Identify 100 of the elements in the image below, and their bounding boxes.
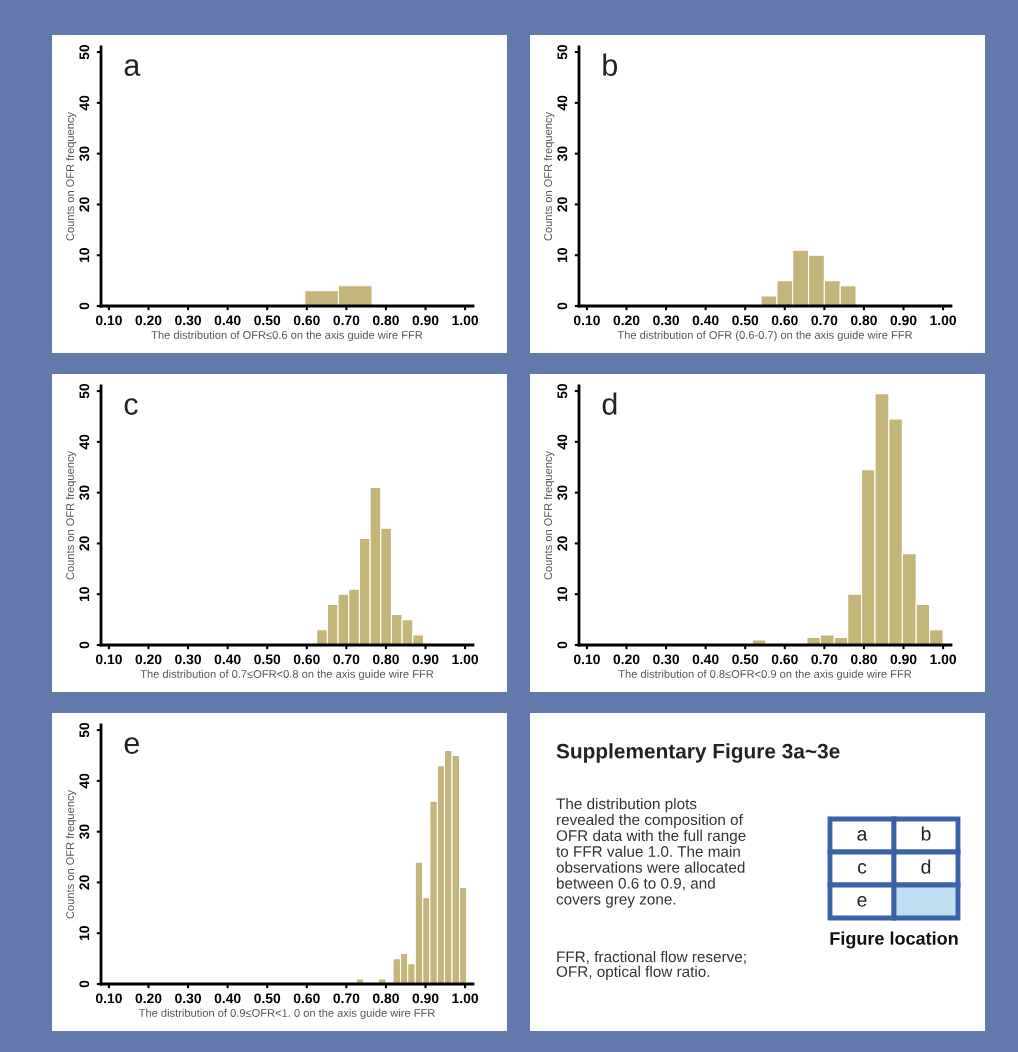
x-tick-label: 1.00 <box>930 315 957 326</box>
x-axis-title: The distribution of 0.8≤OFR<0.9 on the axis guide wire FFR <box>618 669 912 681</box>
x-tick-label: 0.10 <box>95 654 122 665</box>
y-axis-title: Counts on OFR frequency <box>65 789 77 919</box>
x-tick-label: 0.60 <box>293 315 320 326</box>
y-tick-label: 10 <box>79 248 90 263</box>
x-tick-label: 0.10 <box>95 993 122 1004</box>
x-tick-label: 1.00 <box>452 654 479 665</box>
x-tick-label: 0.60 <box>771 654 798 665</box>
y-tick-label: 50 <box>79 722 90 738</box>
x-tick-label: 0.90 <box>890 315 917 326</box>
y-tick-label: 10 <box>557 587 568 602</box>
x-tick-label: 1.00 <box>452 993 479 1004</box>
x-tick-label: 0.70 <box>811 654 838 665</box>
y-tick-label: 20 <box>79 197 90 212</box>
x-tick-label: 0.40 <box>692 315 719 326</box>
x-tick-label: 0.20 <box>613 315 640 326</box>
y-tick-label: 30 <box>557 146 568 162</box>
x-axis-title: The distribution of 0.9≤OFR<1. 0 on the axis guide wire FFR <box>138 1008 435 1020</box>
x-tick-label: 0.80 <box>372 654 399 665</box>
annotation: a <box>124 59 141 76</box>
x-tick-label: 1.00 <box>452 315 479 326</box>
y-tick-label: 30 <box>79 824 90 840</box>
y-tick-label: 20 <box>79 536 90 551</box>
x-tick-label: 0.30 <box>653 315 680 326</box>
y-tick-label: 30 <box>557 485 568 501</box>
x-tick-label: 0.60 <box>771 315 798 326</box>
y-tick-label: 30 <box>79 485 90 501</box>
y-axis-title: Counts on OFR frequency <box>543 450 555 580</box>
x-tick-label: 0.20 <box>613 654 640 665</box>
x-tick-label: 0.90 <box>890 654 917 665</box>
x-tick-label: 0.50 <box>254 315 281 326</box>
x-tick-label: 0.40 <box>214 315 241 326</box>
text: Supplementary Figure 3a~3e <box>556 743 840 763</box>
x-tick-label: 0.60 <box>293 654 320 665</box>
x-tick-label: 0.30 <box>175 993 202 1004</box>
x-tick-label: 0.80 <box>850 315 877 326</box>
y-tick-label: 10 <box>79 926 90 941</box>
x-tick-label: 0.50 <box>732 654 759 665</box>
y-tick-label: 0 <box>79 641 90 649</box>
x-tick-label: 0.60 <box>293 993 320 1004</box>
y-tick-label: 10 <box>557 248 568 263</box>
x-tick-label: 0.50 <box>254 654 281 665</box>
x-tick-label: 0.70 <box>333 315 360 326</box>
x-tick-label: 0.90 <box>412 315 439 326</box>
x-tick-label: 0.20 <box>135 993 162 1004</box>
y-tick-label: 0 <box>79 302 90 310</box>
y-tick-label: 20 <box>557 197 568 212</box>
x-axis-title: The distribution of 0.7≤OFR<0.8 on the axis guide wire FFR <box>140 669 434 681</box>
x-tick-label: 0.40 <box>692 654 719 665</box>
x-tick-label: 0.40 <box>214 993 241 1004</box>
x-axis-title: The distribution of OFR≤0.6 on the axis guide wire FFR <box>151 330 423 342</box>
x-tick-label: 0.10 <box>95 315 122 326</box>
x-tick-label: 0.90 <box>412 654 439 665</box>
text: FFR, fractional flow reserve; OFR, optical flow ratio. <box>556 951 746 981</box>
text: e <box>857 896 867 907</box>
x-tick-label: 0.20 <box>135 654 162 665</box>
text: The distribution plots revealed the composition of OFR data with the full range to FFR value 1.0. The main observations were allocated between 0.6 to 0.9, and covers grey zone. <box>556 798 746 908</box>
annotation: e <box>124 737 139 754</box>
x-tick-label: 0.30 <box>653 654 680 665</box>
x-tick-label: 0.10 <box>573 315 600 326</box>
x-tick-label: 0.30 <box>175 654 202 665</box>
y-tick-label: 40 <box>557 434 568 450</box>
x-tick-label: 0.70 <box>811 315 838 326</box>
x-tick-label: 1.00 <box>930 654 957 665</box>
x-tick-label: 0.40 <box>214 654 241 665</box>
x-tick-label: 0.70 <box>333 654 360 665</box>
y-tick-label: 50 <box>79 44 90 60</box>
y-tick-label: 40 <box>79 434 90 450</box>
y-tick-label: 30 <box>79 146 90 162</box>
x-tick-label: 0.80 <box>372 315 399 326</box>
x-tick-label: 0.70 <box>333 993 360 1004</box>
x-tick-label: 0.80 <box>372 993 399 1004</box>
y-tick-label: 40 <box>79 773 90 789</box>
x-tick-label: 0.50 <box>254 993 281 1004</box>
x-tick-label: 0.80 <box>850 654 877 665</box>
x-tick-label: 0.50 <box>732 315 759 326</box>
y-tick-label: 0 <box>79 980 90 988</box>
annotation: b <box>603 53 618 76</box>
text: b <box>921 826 931 841</box>
y-tick-label: 50 <box>557 44 568 60</box>
annotation: c <box>124 398 138 415</box>
x-axis-title: The distribution of OFR (0.6-0.7) on the axis guide wire FFR <box>617 330 913 342</box>
y-axis-title: Counts on OFR frequency <box>65 111 77 241</box>
y-tick-label: 10 <box>79 587 90 602</box>
x-tick-label: 0.10 <box>573 654 600 665</box>
x-tick-label: 0.20 <box>135 315 162 326</box>
y-axis-title: Counts on OFR frequency <box>543 111 555 241</box>
y-tick-label: 0 <box>557 302 568 310</box>
x-tick-label: 0.90 <box>412 993 439 1004</box>
text: Figure location <box>830 931 958 949</box>
y-tick-label: 20 <box>557 536 568 551</box>
y-tick-label: 50 <box>557 383 568 399</box>
text: a <box>857 830 868 841</box>
y-tick-label: 0 <box>557 641 568 649</box>
text: c <box>857 863 867 874</box>
y-tick-label: 40 <box>79 95 90 111</box>
y-axis-title: Counts on OFR frequency <box>65 450 77 580</box>
y-tick-label: 50 <box>79 383 90 399</box>
annotation: d <box>602 392 617 415</box>
